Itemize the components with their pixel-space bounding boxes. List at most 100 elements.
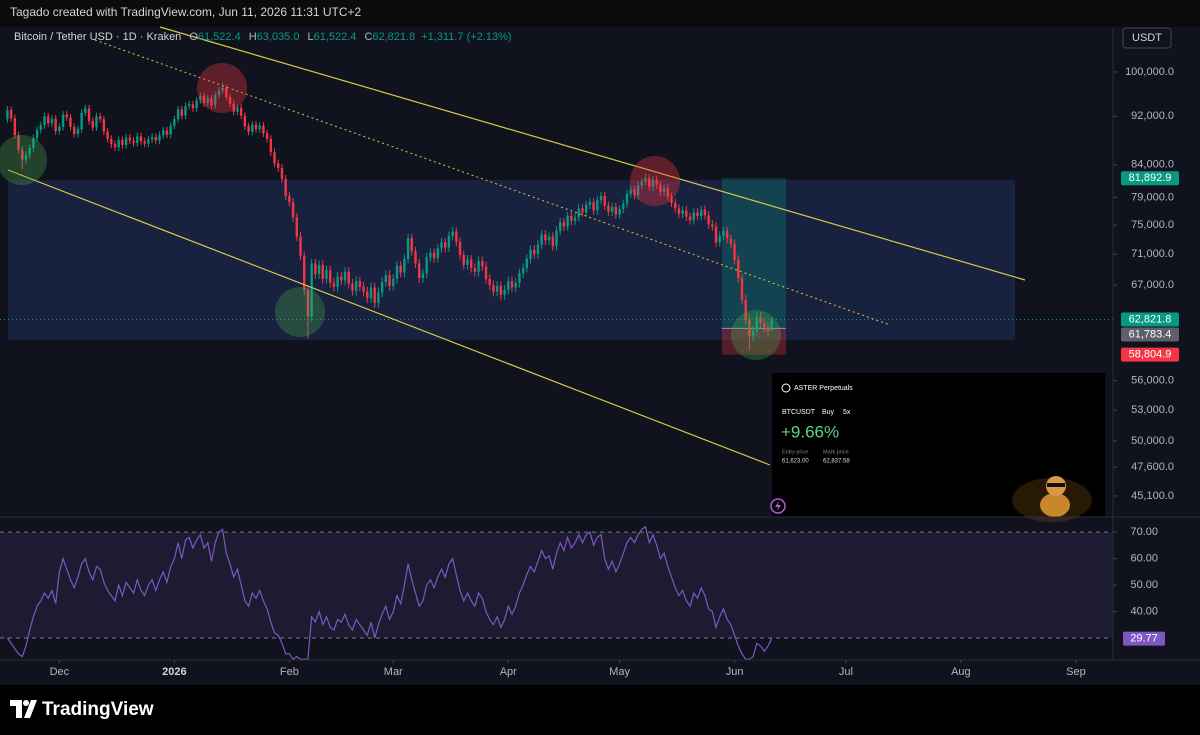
candle-body xyxy=(503,289,506,295)
candle-body xyxy=(529,249,532,259)
candle-body xyxy=(729,238,733,244)
candle-body xyxy=(102,119,106,132)
y-tick-label: 100,000.0 xyxy=(1125,66,1174,78)
candle-body xyxy=(225,87,228,98)
candle-body xyxy=(625,194,629,204)
candle-body xyxy=(139,136,143,142)
price-label: 81,892.9 xyxy=(1129,172,1172,184)
candle-body xyxy=(32,138,35,148)
card-entry-label: Entry price xyxy=(782,449,808,455)
trend-line xyxy=(159,26,1026,281)
candle-body xyxy=(388,274,391,286)
highlight-circle xyxy=(0,135,47,185)
y-tick-label: 75,000.0 xyxy=(1131,219,1174,231)
candle-body xyxy=(740,278,744,300)
card-leverage: 5x xyxy=(843,409,851,416)
candle-body xyxy=(325,270,328,279)
candle-body xyxy=(117,139,120,148)
candle-body xyxy=(473,267,477,272)
candle-body xyxy=(655,179,658,185)
legend-value: 63,035.0 xyxy=(257,31,300,43)
candle-body xyxy=(176,109,180,120)
candle-body xyxy=(239,107,243,116)
candle-body xyxy=(521,267,525,274)
candle-body xyxy=(436,248,439,259)
candle-body xyxy=(232,103,235,112)
highlight-circle xyxy=(630,156,680,206)
candle-body xyxy=(469,259,473,268)
candle-body xyxy=(681,210,684,214)
card-side: Buy xyxy=(822,409,835,416)
card-mark-price: 62,837.58 xyxy=(823,459,850,465)
card-mark-label: Mark price xyxy=(823,449,849,455)
candle-body xyxy=(618,209,621,215)
logo-part xyxy=(23,700,29,706)
candle-body xyxy=(614,206,618,215)
candle-body xyxy=(6,109,9,120)
candle-body xyxy=(58,126,61,131)
y-tick-label: 50,000.0 xyxy=(1131,435,1174,447)
candle-body xyxy=(421,273,425,279)
candle-body xyxy=(759,317,762,324)
brand-name: TradingView xyxy=(42,699,154,720)
candle-body xyxy=(662,188,666,193)
candle-body xyxy=(699,209,703,216)
candle-body xyxy=(343,271,347,281)
y-tick-label: 92,000.0 xyxy=(1131,110,1174,122)
candle-body xyxy=(369,287,373,299)
candle-body xyxy=(336,276,339,287)
candle-body xyxy=(674,202,677,209)
x-tick-label: Apr xyxy=(500,666,517,678)
candle-body xyxy=(748,319,751,336)
candle-body xyxy=(733,243,736,260)
candle-body xyxy=(169,125,172,135)
trend-line-dotted xyxy=(94,39,891,326)
y-tick-label: 71,000.0 xyxy=(1131,248,1174,260)
candle-body xyxy=(321,264,324,279)
candle-body xyxy=(425,257,428,274)
candle-body xyxy=(510,281,514,288)
rsi-last-box xyxy=(1123,631,1165,646)
candle-body xyxy=(35,129,39,139)
candle-body xyxy=(132,140,135,144)
card-entry-price: 61,623.00 xyxy=(782,459,809,465)
candle-body xyxy=(173,119,176,126)
candle-body xyxy=(184,106,187,116)
candle-body xyxy=(291,202,295,218)
rsi-tick-label: 70.00 xyxy=(1130,526,1158,538)
candle-body xyxy=(91,120,94,128)
candle-body xyxy=(206,98,209,104)
candle-body xyxy=(399,265,402,273)
currency-label[interactable]: USDT xyxy=(1132,32,1162,44)
candle-body xyxy=(28,147,31,155)
y-tick-label: 67,000.0 xyxy=(1131,279,1174,291)
candle-body xyxy=(199,95,202,101)
trend-line xyxy=(7,169,771,466)
candle-body xyxy=(243,115,247,127)
highlight-circle xyxy=(275,287,325,337)
candle-body xyxy=(362,286,365,292)
candle-body xyxy=(340,276,343,281)
candle-body xyxy=(725,230,729,239)
x-tick-label: Dec xyxy=(50,666,70,678)
price-label-box xyxy=(1121,312,1179,327)
candle-body xyxy=(648,178,651,187)
candle-body xyxy=(210,98,213,106)
candle-body xyxy=(462,255,465,265)
candle-body xyxy=(373,287,376,303)
price-label-box xyxy=(1121,171,1179,186)
y-tick-label: 53,000.0 xyxy=(1131,404,1174,416)
candle-body xyxy=(596,200,599,211)
candle-body xyxy=(518,273,521,283)
candle-body xyxy=(763,323,766,328)
candle-body xyxy=(273,152,276,164)
footer xyxy=(0,685,1200,735)
currency-button[interactable] xyxy=(1122,27,1172,49)
candle-body xyxy=(547,236,551,241)
price-label-box xyxy=(1121,327,1179,342)
legend-value: 61,522.4 xyxy=(314,31,357,43)
candle-body xyxy=(95,116,98,128)
candle-body xyxy=(98,116,102,120)
